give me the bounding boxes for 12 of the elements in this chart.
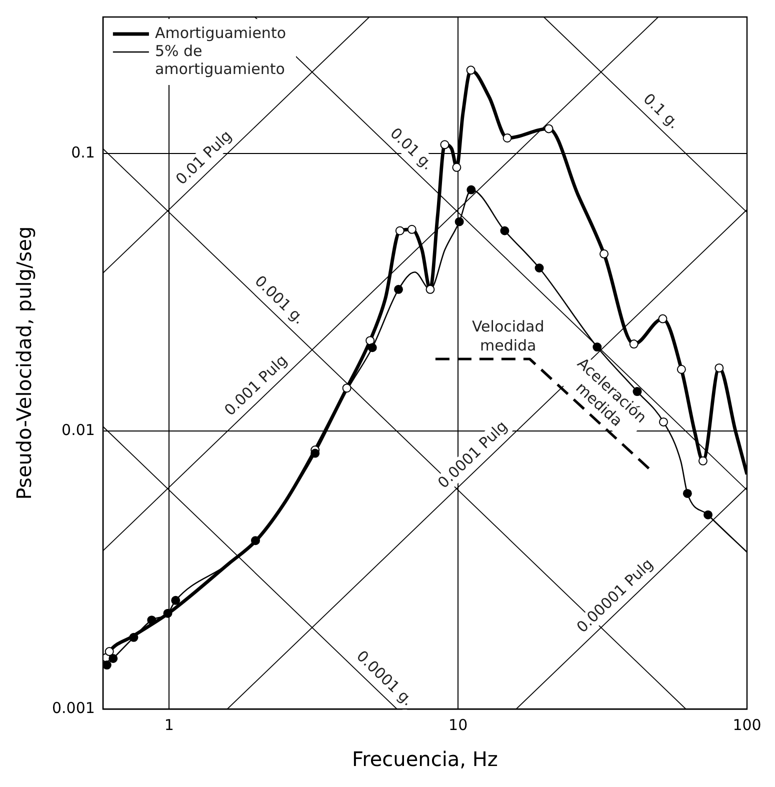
y-tick-label: 0.01: [62, 421, 95, 440]
x-tick-label: 1: [164, 716, 174, 734]
x-tick-label: 100: [732, 716, 762, 734]
x-axis-title: Frecuencia, Hz: [352, 747, 498, 772]
legend-label: 5% de amortiguamiento: [154, 42, 285, 78]
annotation: 0.1 g.: [640, 90, 684, 132]
y-tick-label: 0.1: [71, 143, 95, 162]
y-tick-label: 0.001: [52, 698, 95, 717]
annotation: Velocidad medida: [472, 317, 544, 354]
y-axis-title: Pseudo-Velocidad, pulg/seg: [12, 226, 36, 500]
x-tick-label: 10: [448, 716, 468, 734]
legend-label: Amortiguamiento: [154, 24, 286, 42]
